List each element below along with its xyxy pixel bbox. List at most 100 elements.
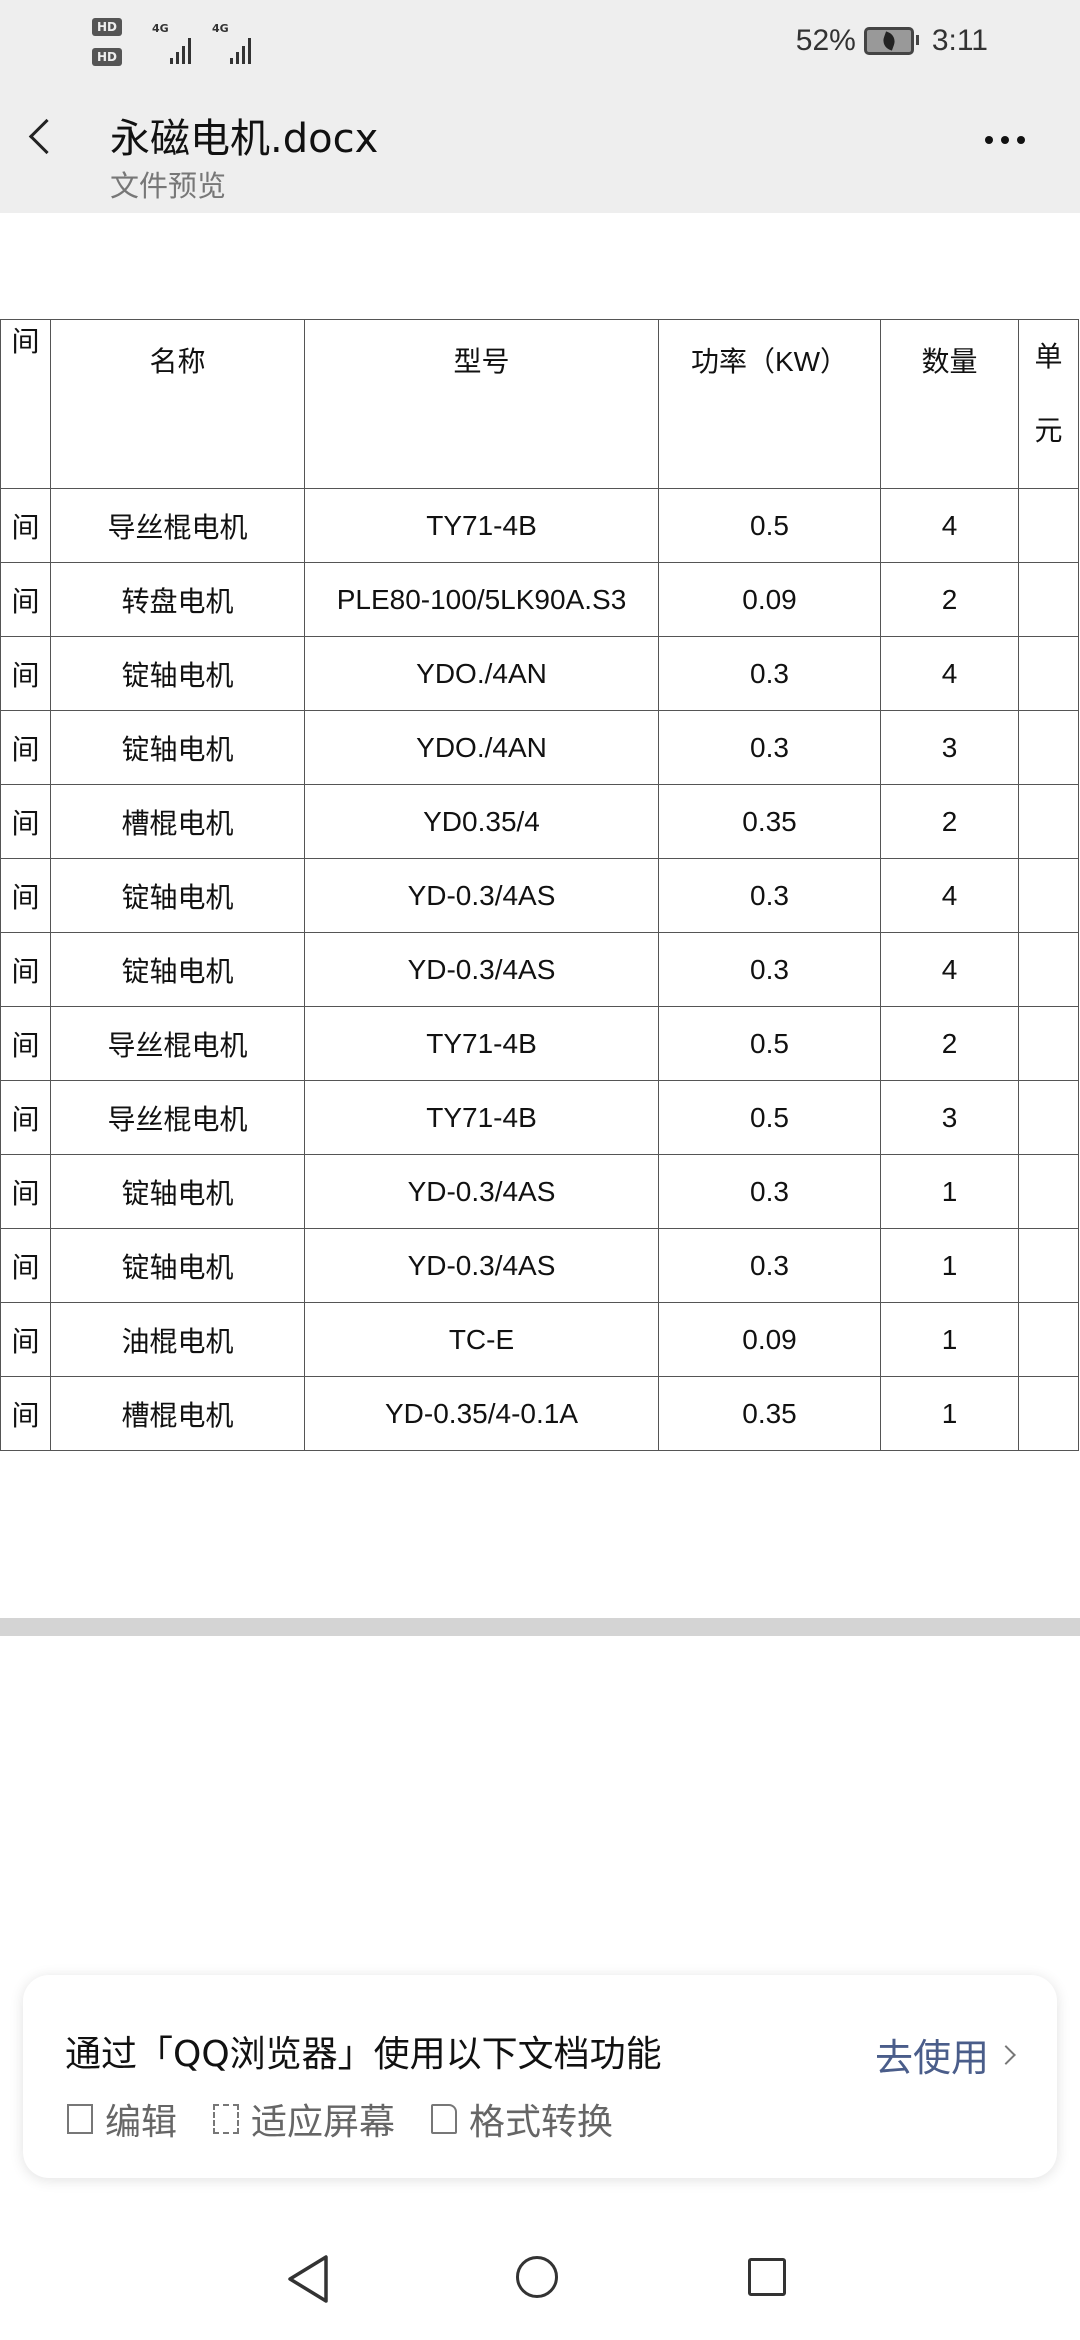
file-icon bbox=[431, 2104, 458, 2134]
table-cell: 间 bbox=[0, 858, 51, 933]
table-cell: 0.5 bbox=[658, 1006, 881, 1081]
status-bar-signals: HD 1 HD 2 4G 4G bbox=[92, 18, 272, 82]
more-options-icon[interactable] bbox=[985, 136, 1025, 144]
table-cell: 2 bbox=[880, 784, 1019, 859]
table-cell: 3 bbox=[880, 710, 1019, 785]
table-cell: 槽棍电机 bbox=[50, 784, 305, 859]
table-row: 间锭轴电机 YDO./4AN 0.3 4 bbox=[0, 636, 1079, 711]
table-header-cell: 型号 bbox=[304, 319, 659, 489]
table-cell: 0.3 bbox=[658, 932, 881, 1007]
table-cell: 0.3 bbox=[658, 1154, 881, 1229]
table-cell: 转盘电机 bbox=[50, 562, 305, 637]
table-cell: 间 bbox=[0, 636, 51, 711]
table-header-cell: 功率（KW） bbox=[658, 319, 881, 489]
table-header-cell: 数量 bbox=[880, 319, 1019, 489]
table-cell bbox=[1018, 636, 1079, 711]
table-cell: 3 bbox=[880, 1080, 1019, 1155]
clock: 3:11 bbox=[931, 24, 988, 57]
leaf-icon bbox=[880, 31, 898, 51]
banner-title: 通过「QQ浏览器」使用以下文档功能 bbox=[65, 2034, 662, 2075]
table-cell bbox=[1018, 710, 1079, 785]
table-cell: 0.3 bbox=[658, 858, 881, 933]
table-cell: 间 bbox=[0, 1302, 51, 1377]
chevron-right-icon bbox=[996, 2044, 1016, 2065]
table-cell: YD0.35/4 bbox=[304, 784, 659, 859]
table-row: 间锭轴电机 YD-0.3/4AS 0.3 1 bbox=[0, 1154, 1079, 1229]
table-cell bbox=[1018, 488, 1079, 563]
table-cell: 导丝棍电机 bbox=[50, 1080, 305, 1155]
table-cell: 0.09 bbox=[658, 562, 881, 637]
table-cell: 油棍电机 bbox=[50, 1302, 305, 1377]
app-header: HD 1 HD 2 4G 4G 52% 3:11 永磁电机.docx 文件预览 bbox=[0, 0, 1080, 213]
table-row: 间导丝棍电机 TY71-4B 0.5 3 bbox=[0, 1080, 1079, 1155]
use-button[interactable]: 去使用 bbox=[874, 2027, 1016, 2082]
table-cell: 0.35 bbox=[658, 1376, 881, 1451]
table-row: 间槽棍电机 YD0.35/4 0.35 2 bbox=[0, 784, 1079, 859]
table-cell: PLE80-100/5LK90A.S3 bbox=[304, 562, 659, 637]
feature-convert[interactable]: 格式转换 bbox=[431, 2093, 613, 2145]
feature-label: 适应屏幕 bbox=[251, 2102, 396, 2143]
table-cell: TY71-4B bbox=[304, 1006, 659, 1081]
table-cell: YD-0.35/4-0.1A bbox=[304, 1376, 659, 1451]
table-row: 间锭轴电机 YD-0.3/4AS 0.3 4 bbox=[0, 932, 1079, 1007]
table-cell: 锭轴电机 bbox=[50, 932, 305, 1007]
table-cell: 间 bbox=[0, 1080, 51, 1155]
table-cell: 1 bbox=[880, 1302, 1019, 1377]
table-cell: 0.5 bbox=[658, 488, 881, 563]
table-cell: 导丝棍电机 bbox=[50, 488, 305, 563]
table-cell: 导丝棍电机 bbox=[50, 1006, 305, 1081]
table-cell: 锭轴电机 bbox=[50, 1154, 305, 1229]
back-icon[interactable] bbox=[28, 118, 65, 155]
table-cell: 4 bbox=[880, 932, 1019, 1007]
nav-recent-icon[interactable] bbox=[748, 2258, 786, 2296]
table-cell: 锭轴电机 bbox=[50, 858, 305, 933]
navigation-bar bbox=[0, 2230, 1080, 2340]
table-cell: 锭轴电机 bbox=[50, 636, 305, 711]
nav-home-icon[interactable] bbox=[516, 2256, 558, 2298]
nav-back-icon[interactable] bbox=[286, 2254, 330, 2304]
feature-edit[interactable]: 编辑 bbox=[67, 2093, 177, 2145]
header-unit-text: 单元 bbox=[1034, 341, 1063, 446]
table-cell: 0.5 bbox=[658, 1080, 881, 1155]
sim1-badge: HD 1 bbox=[92, 18, 122, 52]
table-cell: 4 bbox=[880, 636, 1019, 711]
fit-screen-icon bbox=[213, 2104, 240, 2134]
signal2-icon bbox=[230, 38, 251, 64]
feature-label: 格式转换 bbox=[469, 2102, 614, 2143]
table-cell bbox=[1018, 784, 1079, 859]
table-cell: 间 bbox=[0, 1154, 51, 1229]
table-row: 间锭轴电机 YD-0.3/4AS 0.3 4 bbox=[0, 858, 1079, 933]
qq-browser-banner[interactable]: 通过「QQ浏览器」使用以下文档功能 编辑 适应屏幕 格式转换 去使用 bbox=[23, 1975, 1057, 2178]
table-row: 间导丝棍电机 TY71-4B 0.5 2 bbox=[0, 1006, 1079, 1081]
table-header-cell: 间 bbox=[0, 319, 51, 489]
table-header-cell: 单元 bbox=[1018, 319, 1079, 489]
feature-fit-screen[interactable]: 适应屏幕 bbox=[213, 2093, 395, 2145]
table-row: 间槽棍电机 YD-0.35/4-0.1A 0.35 1 bbox=[0, 1376, 1079, 1451]
table-cell: 1 bbox=[880, 1228, 1019, 1303]
table-cell bbox=[1018, 1302, 1079, 1377]
table-cell bbox=[1018, 1006, 1079, 1081]
table-cell: 间 bbox=[0, 1228, 51, 1303]
table-cell: TY71-4B bbox=[304, 488, 659, 563]
feature-label: 编辑 bbox=[105, 2102, 178, 2143]
table-cell: 间 bbox=[0, 710, 51, 785]
table-header-cell: 名称 bbox=[50, 319, 305, 489]
table-cell: 4 bbox=[880, 858, 1019, 933]
table-cell: 锭轴电机 bbox=[50, 1228, 305, 1303]
table-cell: YDO./4AN bbox=[304, 710, 659, 785]
table-cell: 0.09 bbox=[658, 1302, 881, 1377]
table-cell: YD-0.3/4AS bbox=[304, 1228, 659, 1303]
table-cell bbox=[1018, 932, 1079, 1007]
table-cell bbox=[1018, 1376, 1079, 1451]
table-cell: 间 bbox=[0, 1006, 51, 1081]
edit-icon bbox=[67, 2104, 93, 2134]
table-cell: 0.3 bbox=[658, 710, 881, 785]
table-cell bbox=[1018, 1080, 1079, 1155]
use-button-label: 去使用 bbox=[874, 2036, 989, 2080]
table-cell: YD-0.3/4AS bbox=[304, 1154, 659, 1229]
network1-label: 4G bbox=[152, 22, 169, 35]
table-cell: TY71-4B bbox=[304, 1080, 659, 1155]
table-cell bbox=[1018, 858, 1079, 933]
table-cell: 0.35 bbox=[658, 784, 881, 859]
table-cell: 2 bbox=[880, 1006, 1019, 1081]
